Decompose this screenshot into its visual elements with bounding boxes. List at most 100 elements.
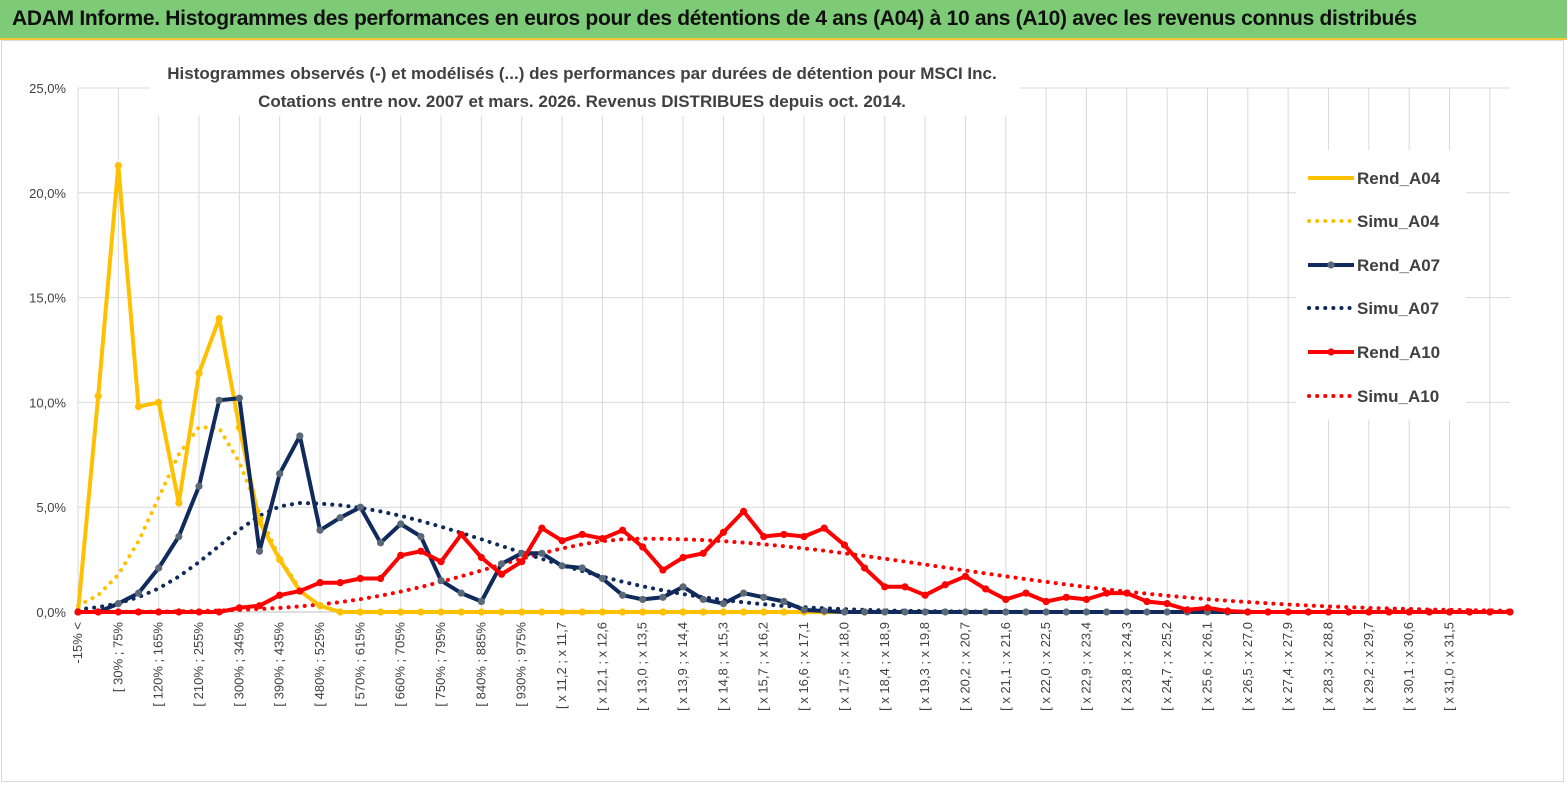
data-point-rend_a10 — [114, 608, 122, 616]
x-tick-label: [ x 29,2 ; x 29,7 — [1361, 622, 1376, 711]
x-tick-label: [ 30% ; 75% — [110, 622, 125, 693]
data-point-rend_a10 — [175, 608, 183, 616]
data-point-rend_a10 — [1244, 608, 1252, 616]
chart-title: Histogrammes observés (-) et modélisés (… — [167, 64, 996, 83]
series-simu-a07 — [76, 500, 1512, 614]
y-axis: 0,0% 5,0% 10,0% 15,0% 20,0% 25,0% — [29, 81, 66, 620]
x-tick-label: [ x 23,8 ; x 24,3 — [1119, 622, 1134, 711]
data-point-rend_a10 — [719, 528, 728, 536]
legend-label: Rend_A04 — [1357, 169, 1441, 188]
data-point-rend_a07 — [1082, 608, 1091, 616]
legend-label: Simu_A10 — [1357, 387, 1439, 406]
data-point-rend_a10 — [255, 602, 264, 610]
x-tick-label: [ x 21,1 ; x 21,6 — [998, 622, 1013, 711]
y-tick-label: 20,0% — [29, 186, 66, 201]
data-point-rend_a10 — [1506, 608, 1514, 616]
series-line-simu_a07 — [76, 500, 1512, 614]
x-tick-label: [ 930% ; 975% — [514, 622, 529, 707]
data-point-rend_a04 — [356, 608, 364, 616]
legend-marker — [1327, 348, 1335, 356]
data-point-rend_a07 — [356, 503, 364, 511]
report-title: ADAM Informe. Histogrammes des performan… — [12, 7, 1417, 30]
x-tick-label: [ x 13,9 ; x 14,4 — [675, 622, 690, 711]
data-point-rend_a04 — [175, 499, 183, 507]
data-point-rend_a07 — [760, 593, 768, 601]
data-point-rend_a07 — [618, 591, 627, 599]
data-point-rend_a10 — [1365, 608, 1373, 616]
data-point-rend_a07 — [921, 608, 929, 616]
data-point-rend_a10 — [820, 524, 828, 532]
x-axis: -15% < [ 30% ; 75% [ 120% ; 165% [ 210% ; 2… — [70, 611, 1510, 711]
data-point-rend_a07 — [134, 589, 143, 597]
data-point-rend_a07 — [376, 539, 385, 547]
data-point-rend_a10 — [881, 583, 889, 591]
legend-label: Rend_A07 — [1357, 256, 1440, 275]
data-point-rend_a10 — [961, 572, 970, 580]
x-tick-label: [ x 11,2 ; x 11,7 — [554, 622, 569, 709]
data-point-rend_a10 — [1183, 606, 1191, 614]
data-point-rend_a10 — [679, 553, 687, 562]
data-point-rend_a04 — [618, 608, 627, 616]
data-point-rend_a10 — [1284, 608, 1292, 616]
data-point-rend_a04 — [134, 402, 143, 411]
data-point-rend_a07 — [558, 562, 566, 570]
gridlines — [77, 87, 1510, 613]
header-banner: ADAM Informe. Histogrammes des performan… — [0, 0, 1567, 40]
legend-label: Simu_A07 — [1357, 299, 1439, 318]
legend-marker — [1327, 261, 1335, 269]
data-point-rend_a07 — [820, 607, 828, 615]
data-point-rend_a10 — [1304, 608, 1312, 616]
x-tick-label: [ x 16,6 ; x 17,1 — [796, 622, 811, 711]
data-point-rend_a07 — [639, 595, 647, 604]
data-point-rend_a10 — [1466, 608, 1474, 616]
legend-item-simu-a07: Simu_A07 — [1307, 299, 1439, 318]
data-point-rend_a10 — [1203, 604, 1212, 612]
data-point-rend_a10 — [356, 574, 364, 583]
data-point-rend_a10 — [316, 579, 324, 587]
y-tick-label: 5,0% — [36, 500, 66, 515]
data-point-rend_a04 — [719, 608, 728, 616]
data-point-rend_a04 — [477, 608, 485, 616]
data-point-rend_a07 — [901, 608, 909, 616]
data-point-rend_a07 — [699, 595, 707, 604]
data-point-rend_a10 — [1224, 607, 1232, 615]
data-point-rend_a07 — [316, 526, 324, 534]
data-point-rend_a04 — [780, 608, 788, 616]
data-point-rend_a04 — [679, 608, 687, 616]
data-point-rend_a04 — [94, 392, 102, 400]
data-point-rend_a04 — [538, 608, 546, 616]
data-point-rend_a10 — [417, 547, 425, 555]
data-point-rend_a04 — [558, 608, 566, 616]
data-point-rend_a04 — [397, 608, 405, 616]
data-point-rend_a10 — [1264, 608, 1272, 616]
data-point-rend_a04 — [659, 608, 667, 616]
data-point-rend_a04 — [114, 161, 122, 170]
data-point-rend_a10 — [921, 591, 929, 599]
x-tick-label: [ 120% ; 165% — [151, 622, 166, 707]
data-point-rend_a10 — [1425, 608, 1433, 616]
data-point-rend_a07 — [719, 600, 728, 608]
data-point-rend_a07 — [296, 432, 304, 440]
data-point-rend_a07 — [679, 583, 687, 591]
legend-item-rend-a04: Rend_A04 — [1308, 169, 1441, 188]
data-point-rend_a10 — [760, 532, 768, 541]
series-simu-a04 — [76, 425, 302, 608]
x-tick-label: [ x 24,7 ; x 25,2 — [1159, 622, 1174, 711]
data-point-rend_a04 — [417, 608, 425, 616]
data-point-rend_a10 — [578, 530, 586, 539]
x-tick-label: [ x 15,7 ; x 16,2 — [756, 622, 771, 711]
data-point-rend_a04 — [578, 608, 586, 616]
data-point-rend_a07 — [497, 560, 506, 568]
x-tick-label: [ x 30,1 ; x 30,6 — [1401, 622, 1416, 711]
data-point-rend_a07 — [1062, 608, 1070, 616]
data-point-rend_a07 — [1123, 608, 1131, 616]
data-point-rend_a07 — [276, 470, 284, 478]
data-point-rend_a10 — [376, 574, 385, 583]
data-point-rend_a10 — [74, 608, 82, 616]
data-point-rend_a10 — [215, 608, 223, 616]
data-point-rend_a07 — [941, 608, 949, 616]
data-point-rend_a10 — [840, 541, 849, 549]
chart-subtitle: Cotations entre nov. 2007 et mars. 2026.… — [258, 92, 906, 111]
data-point-rend_a07 — [457, 589, 465, 597]
